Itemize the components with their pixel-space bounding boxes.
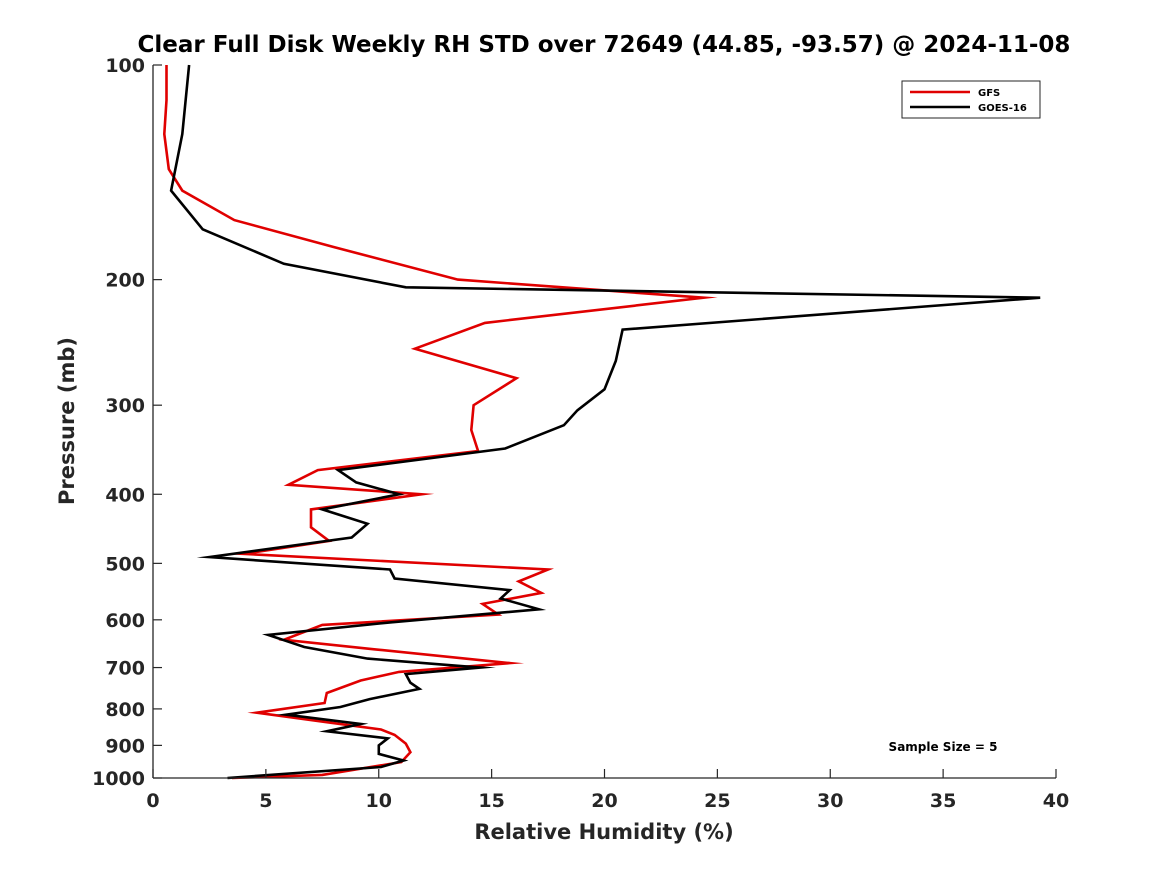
x-tick-label: 40 [1043,790,1069,812]
x-tick-label: 5 [259,790,272,812]
x-tick-label: 25 [704,790,730,812]
y-tick-label: 100 [105,55,145,77]
x-axis: 0 5 10 15 20 25 30 35 40 [146,769,1069,812]
y-tick-label: 400 [105,484,145,506]
y-tick-label: 200 [105,270,145,292]
legend-label: GFS [978,88,1000,99]
series-line-gfs [162,65,718,780]
y-tick-label: 600 [105,610,145,632]
y-tick-label: 500 [105,553,145,575]
y-tick-label: 800 [105,699,145,721]
y-tick-label: 900 [105,735,145,757]
chart-title: Clear Full Disk Weekly RH STD over 72649… [138,32,1071,58]
x-tick-label: 20 [591,790,617,812]
sample-size-annotation: Sample Size = 5 [889,740,998,754]
legend: GFS GOES-16 [901,80,1041,119]
x-axis-label: Relative Humidity (%) [474,820,733,844]
x-tick-label: 35 [930,790,956,812]
y-axis-label: Pressure (mb) [55,337,79,505]
y-tick-label: 700 [105,658,145,680]
plot-area [162,64,1041,780]
x-tick-label: 15 [478,790,504,812]
legend-label: GOES-16 [978,103,1027,114]
legend-box [901,80,1041,119]
y-tick-label: 1000 [92,768,145,790]
y-axis: 100 200 300 400 500 600 700 800 900 1000 [92,55,162,790]
y-tick-label: 300 [105,395,145,417]
x-tick-label: 0 [146,790,159,812]
series-line-goes-16 [169,64,1041,780]
x-tick-label: 30 [817,790,843,812]
x-tick-label: 10 [366,790,392,812]
